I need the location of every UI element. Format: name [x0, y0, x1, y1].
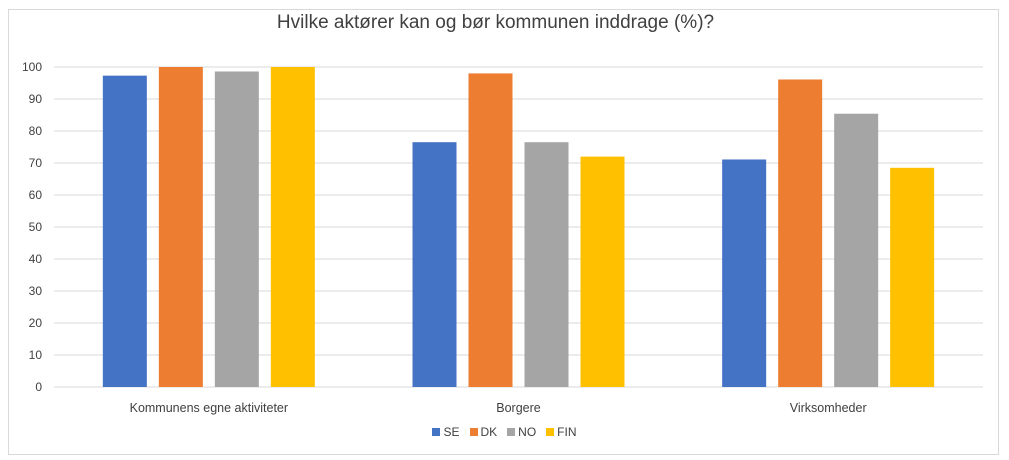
y-tick-label: 50: [29, 220, 43, 234]
bar-chart: 0 10 20 30 40 50 60 70 80 90 100 Kommunens egne akt…: [22, 60, 983, 415]
chart-title: Hvilke aktører kan og bør kommunen inddr…: [276, 12, 715, 33]
chart-legend: SE DK NO FIN: [0, 425, 1009, 439]
y-tick-label: 90: [29, 92, 43, 106]
x-category-label: Kommunens egne aktiviteter: [130, 401, 288, 415]
bar-se-1: [412, 142, 457, 387]
bar-dk-0: [158, 67, 203, 387]
y-tick-label: 70: [29, 156, 43, 170]
y-tick-label: 30: [29, 284, 43, 298]
bar-no-0: [214, 71, 259, 387]
legend-item-no: NO: [507, 425, 536, 439]
bar-no-2: [834, 113, 879, 387]
legend-swatch: [507, 428, 516, 436]
y-tick-label: 100: [22, 60, 42, 74]
y-tick-label: 20: [29, 316, 43, 330]
legend-label: NO: [518, 425, 537, 439]
legend-swatch: [432, 428, 441, 436]
bar-se-0: [102, 75, 147, 387]
legend-item-fin: FIN: [546, 425, 577, 439]
y-tick-label: 80: [29, 124, 43, 138]
x-category-label: Virksomheder: [790, 401, 867, 415]
bar-fin-1: [580, 156, 625, 387]
bar-fin-0: [270, 67, 315, 387]
legend-item-se: SE: [432, 425, 460, 439]
legend-item-dk: DK: [469, 425, 498, 439]
bar-fin-2: [890, 167, 935, 387]
legend-label: FIN: [557, 425, 577, 439]
legend-swatch: [469, 428, 478, 436]
legend-label: DK: [480, 425, 498, 439]
y-tick-label: 60: [29, 188, 43, 202]
y-tick-label: 40: [29, 252, 43, 266]
bar-se-2: [722, 159, 767, 387]
y-tick-label: 10: [29, 348, 43, 362]
x-category-label: Borgere: [496, 401, 541, 415]
legend-swatch: [546, 428, 555, 436]
legend-label: SE: [443, 425, 460, 439]
bar-no-1: [524, 142, 569, 387]
bar-dk-2: [778, 79, 823, 387]
y-tick-label: 0: [35, 380, 42, 394]
bar-dk-1: [468, 73, 513, 388]
